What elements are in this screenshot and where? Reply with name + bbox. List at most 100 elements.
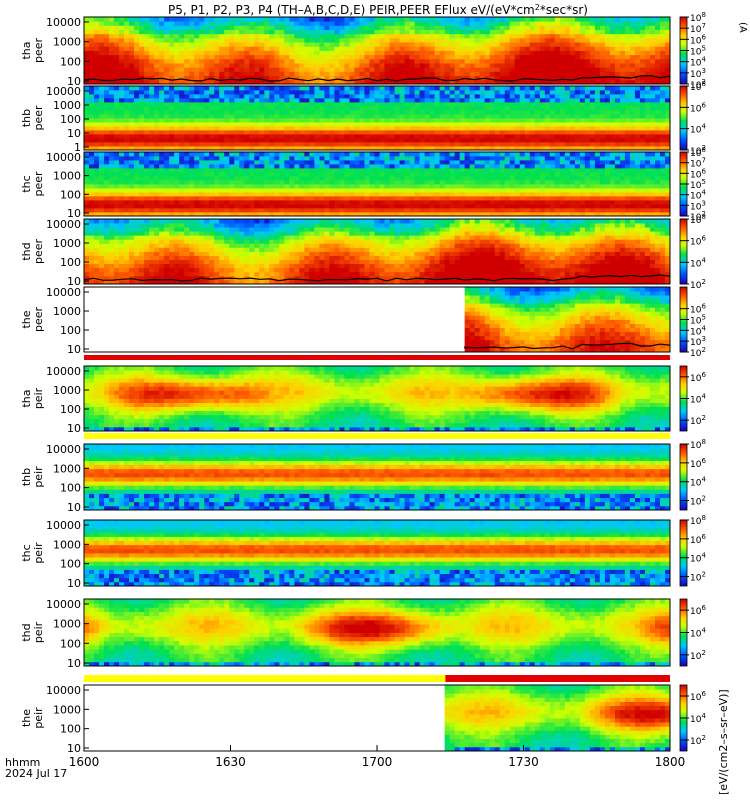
heatmap-cell [254,156,260,161]
heatmap-cell [249,138,255,143]
heatmap-cell [299,50,305,56]
heatmap-cell [104,42,110,47]
heatmap-cell [359,146,365,151]
heatmap-cell [654,75,661,81]
heatmap-cell [449,152,456,157]
heatmap-cell [549,90,556,95]
heatmap-cell [409,79,415,85]
heatmap-cell [274,212,280,217]
heatmap-cell [319,142,325,147]
heatmap-cell [254,160,260,165]
heatmap-cell [94,176,100,181]
heatmap-cell [184,212,190,217]
heatmap-cell [609,118,616,123]
heatmap-cell [464,118,471,123]
heatmap-cell [349,79,355,85]
heatmap-cell [149,54,155,60]
heatmap-cell [639,17,646,22]
heatmap-cell [519,126,526,131]
heatmap-cell [94,17,100,22]
heatmap-cell [419,134,425,139]
heatmap-cell [619,110,626,115]
heatmap-cell [89,134,95,139]
heatmap-cell [479,71,486,77]
heatmap-cell [134,63,140,68]
heatmap-cell [389,75,395,81]
heatmap-cell [379,63,385,68]
heatmap-cell [454,37,461,43]
heatmap-cell [434,79,441,85]
heatmap-cell [109,130,115,135]
heatmap-cell [424,212,430,217]
heatmap-cell [94,192,100,197]
heatmap-cell [139,138,145,143]
heatmap-cell [649,118,656,123]
heatmap-cell [654,142,661,147]
heatmap-cell [654,29,661,35]
heatmap-cell [649,94,656,99]
heatmap-cell [259,54,265,60]
heatmap-cell [514,138,521,143]
heatmap-cell [444,138,451,143]
heatmap-cell [264,37,270,43]
heatmap-cell [224,110,230,115]
heatmap-cell [144,21,150,26]
heatmap-cell [339,204,345,209]
heatmap-cell [169,46,175,51]
heatmap-cell [139,102,145,107]
heatmap-cell [319,138,325,143]
heatmap-cell [89,188,95,193]
heatmap-cell [539,102,546,107]
heatmap-cell [214,160,220,165]
heatmap-cell [439,114,446,119]
heatmap-cell [109,90,115,95]
heatmap-cell [179,114,185,119]
heatmap-cell [289,94,295,99]
heatmap-cell [609,114,616,119]
heatmap-cell [459,50,466,56]
heatmap-cell [194,33,200,39]
heatmap-cell [154,142,160,147]
heatmap-cell [304,126,310,131]
heatmap-cell [159,192,165,197]
heatmap-cell [649,86,656,91]
heatmap-cell [439,208,446,213]
heatmap-cell [479,94,486,99]
heatmap-cell [184,21,190,26]
colorbar-tick-label: 108 [690,11,706,24]
heatmap-cell [269,29,275,35]
heatmap-cell [199,29,205,35]
heatmap-cell [634,46,641,51]
heatmap-cell [219,37,225,43]
heatmap-cell [559,50,566,56]
heatmap-cell [254,138,260,143]
heatmap-cell [129,63,135,68]
heatmap-cell [214,94,220,99]
heatmap-cell [429,90,435,95]
heatmap-cell [124,126,130,131]
heatmap-cell [634,130,641,135]
heatmap-cell [419,106,425,111]
heatmap-cell [139,142,145,147]
heatmap-cell [299,21,305,26]
heatmap-cell [659,46,666,51]
heatmap-cell [439,172,446,177]
heatmap-cell [344,152,350,157]
heatmap-cell [564,37,571,43]
heatmap-cell [99,29,105,35]
heatmap-cell [499,126,506,131]
heatmap-cell [534,50,541,56]
heatmap-cell [394,146,400,151]
heatmap-cell [389,37,395,43]
heatmap-cell [484,42,491,47]
heatmap-cell [169,71,175,77]
heatmap-cell [224,184,230,189]
heatmap-cell [169,200,175,205]
heatmap-cell [184,54,190,60]
heatmap-cell [359,98,365,103]
heatmap-cell [379,33,385,39]
heatmap-cell [234,204,240,209]
heatmap-cell [214,58,220,64]
heatmap-cell [284,188,290,193]
heatmap-cell [169,94,175,99]
